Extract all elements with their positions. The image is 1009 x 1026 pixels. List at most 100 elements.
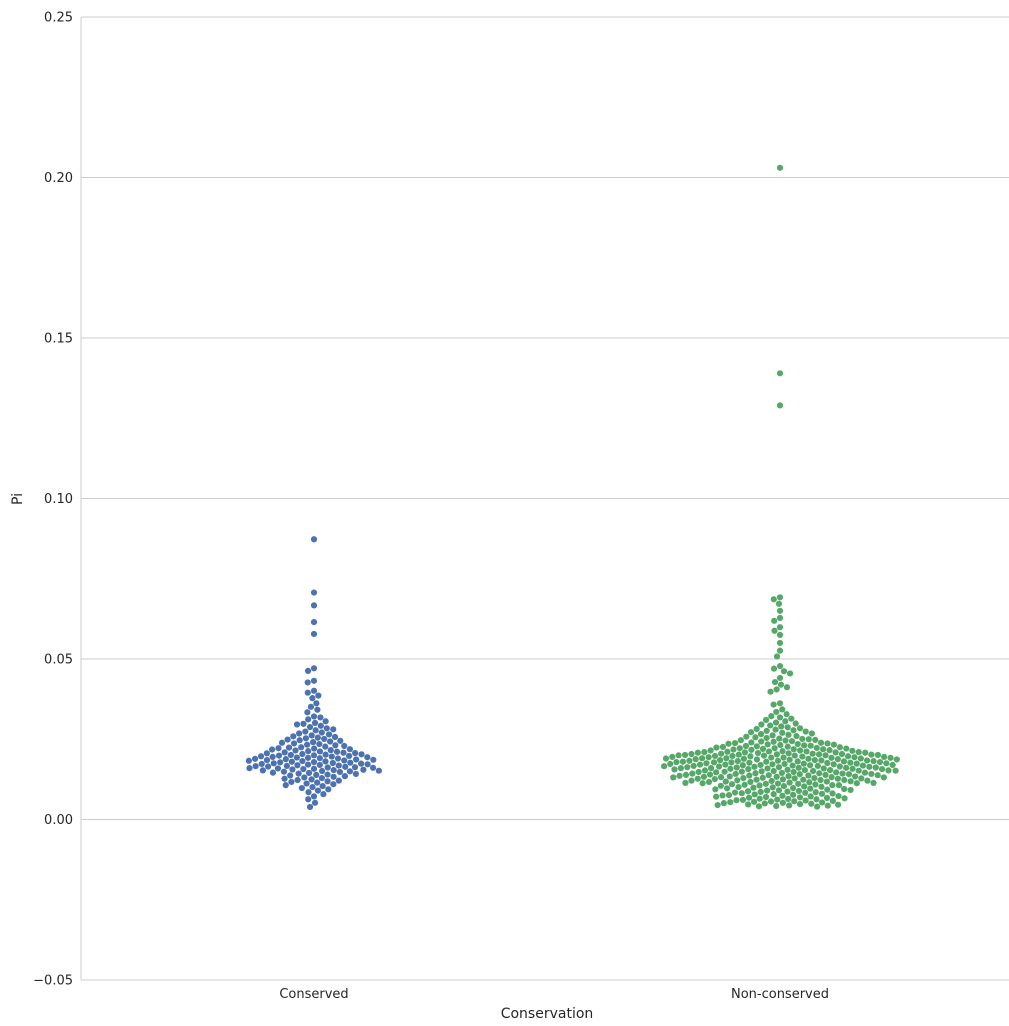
point-conserved	[330, 773, 337, 780]
point-non-conserved	[716, 763, 723, 770]
point-non-conserved	[805, 755, 812, 762]
point-conserved	[258, 760, 265, 768]
point-conserved	[304, 709, 311, 716]
point-non-conserved	[758, 768, 765, 775]
point-conserved	[300, 720, 307, 727]
y-tick-label: 0.20	[44, 171, 73, 186]
point-non-conserved	[832, 749, 839, 756]
point-conserved	[278, 739, 286, 746]
point-non-conserved	[783, 711, 790, 718]
point-non-conserved	[769, 732, 776, 739]
point-conserved	[332, 742, 339, 749]
point-conserved	[310, 630, 318, 638]
point-non-conserved	[682, 771, 690, 778]
point-non-conserved	[711, 752, 719, 760]
point-non-conserved	[769, 784, 776, 791]
point-non-conserved	[796, 794, 804, 801]
point-conserved	[288, 778, 295, 786]
point-non-conserved	[738, 790, 745, 797]
point-non-conserved	[780, 668, 788, 675]
point-non-conserved	[851, 773, 859, 780]
point-conserved	[337, 737, 344, 744]
point-non-conserved	[762, 780, 769, 787]
point-non-conserved	[887, 754, 894, 761]
point-conserved	[360, 766, 367, 773]
point-non-conserved	[801, 766, 808, 774]
point-conserved	[322, 743, 329, 750]
point-non-conserved	[774, 796, 781, 803]
point-non-conserved	[694, 775, 701, 782]
point-conserved	[340, 749, 347, 756]
point-conserved	[329, 759, 336, 767]
x-tick-label: Conserved	[279, 987, 348, 1002]
point-non-conserved	[818, 790, 826, 797]
point-non-conserved	[778, 769, 786, 777]
point-conserved	[282, 782, 289, 789]
point-conserved	[346, 768, 354, 775]
point-non-conserved	[712, 786, 719, 793]
y-axis-title: Pi	[10, 493, 26, 505]
point-non-conserved	[707, 747, 714, 754]
point-non-conserved	[770, 665, 778, 672]
point-non-conserved	[839, 770, 846, 777]
point-conserved	[305, 789, 312, 796]
point-conserved	[303, 780, 310, 787]
point-non-conserved	[793, 732, 800, 740]
point-non-conserved	[763, 758, 770, 765]
point-non-conserved	[780, 754, 787, 761]
point-conserved	[269, 753, 276, 761]
point-non-conserved	[883, 760, 890, 767]
point-non-conserved	[773, 802, 780, 810]
point-non-conserved	[686, 757, 693, 764]
point-non-conserved	[719, 792, 726, 799]
point-non-conserved	[784, 766, 791, 773]
point-non-conserved	[776, 631, 784, 639]
point-conserved	[293, 754, 300, 761]
point-non-conserved	[753, 743, 760, 750]
point-non-conserved	[879, 766, 886, 773]
point-non-conserved	[765, 748, 773, 755]
point-non-conserved	[808, 800, 815, 807]
point-non-conserved	[772, 726, 779, 733]
point-non-conserved	[747, 778, 754, 786]
point-conserved	[308, 776, 315, 783]
point-conserved	[281, 749, 288, 756]
point-non-conserved	[786, 779, 793, 786]
point-conserved	[310, 765, 318, 772]
point-non-conserved	[792, 720, 799, 727]
axes-frame	[80, 17, 1009, 981]
point-non-conserved	[786, 670, 794, 677]
point-conserved	[302, 728, 309, 735]
point-non-conserved	[739, 796, 747, 804]
point-non-conserved	[790, 727, 797, 734]
point-non-conserved	[802, 789, 809, 796]
point-conserved	[369, 764, 377, 771]
point-non-conserved	[775, 787, 783, 794]
point-non-conserved	[725, 740, 732, 747]
point-non-conserved	[872, 764, 879, 771]
point-conserved	[302, 735, 309, 742]
point-non-conserved	[795, 787, 803, 795]
point-non-conserved	[851, 754, 858, 761]
point-conserved	[295, 770, 302, 777]
point-non-conserved	[826, 747, 833, 754]
point-conserved	[314, 779, 321, 786]
point-non-conserved	[794, 740, 801, 748]
point-non-conserved	[745, 794, 753, 801]
point-non-conserved	[673, 758, 680, 766]
point-non-conserved	[786, 802, 793, 809]
point-non-conserved	[791, 775, 798, 782]
point-non-conserved	[799, 753, 806, 760]
point-non-conserved	[718, 750, 725, 757]
point-conserved	[308, 732, 315, 739]
point-non-conserved	[713, 793, 720, 800]
point-non-conserved	[753, 756, 761, 763]
point-non-conserved	[803, 748, 810, 755]
point-non-conserved	[765, 772, 772, 779]
point-non-conserved	[757, 761, 764, 769]
point-non-conserved	[758, 721, 765, 728]
point-conserved	[352, 770, 359, 778]
point-non-conserved	[843, 745, 850, 752]
point-non-conserved	[892, 767, 899, 774]
point-conserved	[358, 760, 365, 767]
